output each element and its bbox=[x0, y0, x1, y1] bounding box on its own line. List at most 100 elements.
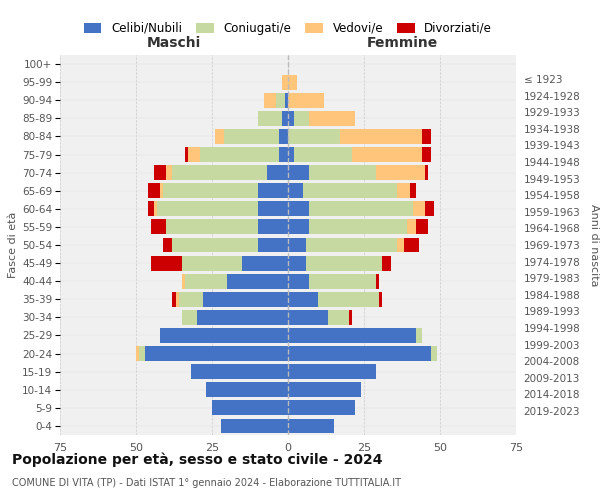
Bar bbox=[319, 292, 379, 306]
Bar bbox=[166, 220, 257, 234]
Bar bbox=[282, 111, 288, 126]
Bar bbox=[288, 238, 306, 252]
Bar bbox=[288, 74, 297, 90]
Bar bbox=[288, 292, 319, 306]
Bar bbox=[422, 147, 431, 162]
Bar bbox=[154, 165, 166, 180]
Bar bbox=[185, 147, 188, 162]
Bar bbox=[425, 202, 434, 216]
Bar bbox=[306, 238, 397, 252]
Bar bbox=[376, 274, 379, 288]
Bar bbox=[257, 220, 288, 234]
Bar bbox=[200, 147, 279, 162]
Bar bbox=[288, 147, 294, 162]
Bar bbox=[288, 418, 334, 434]
Bar bbox=[416, 220, 428, 234]
Bar bbox=[185, 274, 227, 288]
Bar bbox=[145, 346, 288, 361]
Bar bbox=[191, 364, 288, 379]
Bar bbox=[279, 147, 288, 162]
Bar bbox=[288, 93, 325, 108]
Bar bbox=[157, 202, 257, 216]
Bar bbox=[288, 328, 416, 343]
Bar bbox=[215, 129, 224, 144]
Bar bbox=[349, 310, 352, 325]
Bar bbox=[288, 346, 431, 361]
Bar bbox=[172, 238, 257, 252]
Bar bbox=[257, 202, 288, 216]
Bar bbox=[306, 256, 382, 270]
Bar bbox=[151, 220, 166, 234]
Bar bbox=[182, 256, 242, 270]
Bar bbox=[221, 418, 288, 434]
Bar bbox=[279, 129, 288, 144]
Bar bbox=[288, 111, 294, 126]
Bar bbox=[148, 184, 160, 198]
Bar bbox=[224, 129, 279, 144]
Bar bbox=[352, 147, 422, 162]
Bar bbox=[276, 93, 285, 108]
Bar bbox=[382, 256, 391, 270]
Bar bbox=[309, 111, 355, 126]
Y-axis label: Anni di nascita: Anni di nascita bbox=[589, 204, 599, 286]
Bar bbox=[154, 202, 157, 216]
Bar bbox=[160, 328, 288, 343]
Text: Femmine: Femmine bbox=[367, 36, 437, 50]
Bar bbox=[136, 346, 139, 361]
Bar bbox=[379, 292, 382, 306]
Bar bbox=[172, 292, 176, 306]
Bar bbox=[425, 165, 428, 180]
Bar bbox=[288, 382, 361, 397]
Bar bbox=[328, 310, 349, 325]
Bar bbox=[397, 184, 410, 198]
Bar bbox=[203, 292, 288, 306]
Bar bbox=[182, 274, 185, 288]
Bar bbox=[148, 202, 154, 216]
Bar bbox=[404, 238, 419, 252]
Bar bbox=[197, 310, 288, 325]
Bar bbox=[206, 382, 288, 397]
Bar bbox=[309, 274, 376, 288]
Text: Maschi: Maschi bbox=[147, 36, 201, 50]
Bar bbox=[188, 147, 200, 162]
Bar bbox=[242, 256, 288, 270]
Bar bbox=[422, 129, 431, 144]
Bar bbox=[288, 184, 303, 198]
Bar bbox=[166, 165, 172, 180]
Bar bbox=[263, 93, 276, 108]
Text: Popolazione per età, sesso e stato civile - 2024: Popolazione per età, sesso e stato civil… bbox=[12, 452, 383, 467]
Bar bbox=[282, 74, 288, 90]
Bar bbox=[413, 202, 425, 216]
Bar bbox=[288, 220, 309, 234]
Bar bbox=[179, 292, 203, 306]
Bar bbox=[294, 147, 352, 162]
Bar bbox=[431, 346, 437, 361]
Bar bbox=[257, 111, 282, 126]
Legend: Celibi/Nubili, Coniugati/e, Vedovi/e, Divorziati/e: Celibi/Nubili, Coniugati/e, Vedovi/e, Di… bbox=[79, 17, 497, 40]
Bar bbox=[267, 165, 288, 180]
Bar bbox=[182, 310, 197, 325]
Bar bbox=[160, 184, 163, 198]
Y-axis label: Fasce di età: Fasce di età bbox=[8, 212, 18, 278]
Bar bbox=[294, 111, 309, 126]
Bar bbox=[163, 184, 257, 198]
Bar bbox=[309, 165, 376, 180]
Bar bbox=[151, 256, 182, 270]
Bar bbox=[416, 328, 422, 343]
Bar bbox=[397, 238, 404, 252]
Bar bbox=[376, 165, 425, 180]
Bar bbox=[288, 165, 309, 180]
Bar bbox=[303, 184, 397, 198]
Bar bbox=[176, 292, 179, 306]
Bar bbox=[288, 274, 309, 288]
Bar bbox=[163, 238, 172, 252]
Bar bbox=[139, 346, 145, 361]
Bar bbox=[340, 129, 422, 144]
Bar bbox=[309, 220, 407, 234]
Bar bbox=[257, 238, 288, 252]
Bar bbox=[257, 184, 288, 198]
Bar bbox=[212, 400, 288, 415]
Bar bbox=[288, 129, 340, 144]
Bar bbox=[407, 220, 416, 234]
Bar bbox=[288, 310, 328, 325]
